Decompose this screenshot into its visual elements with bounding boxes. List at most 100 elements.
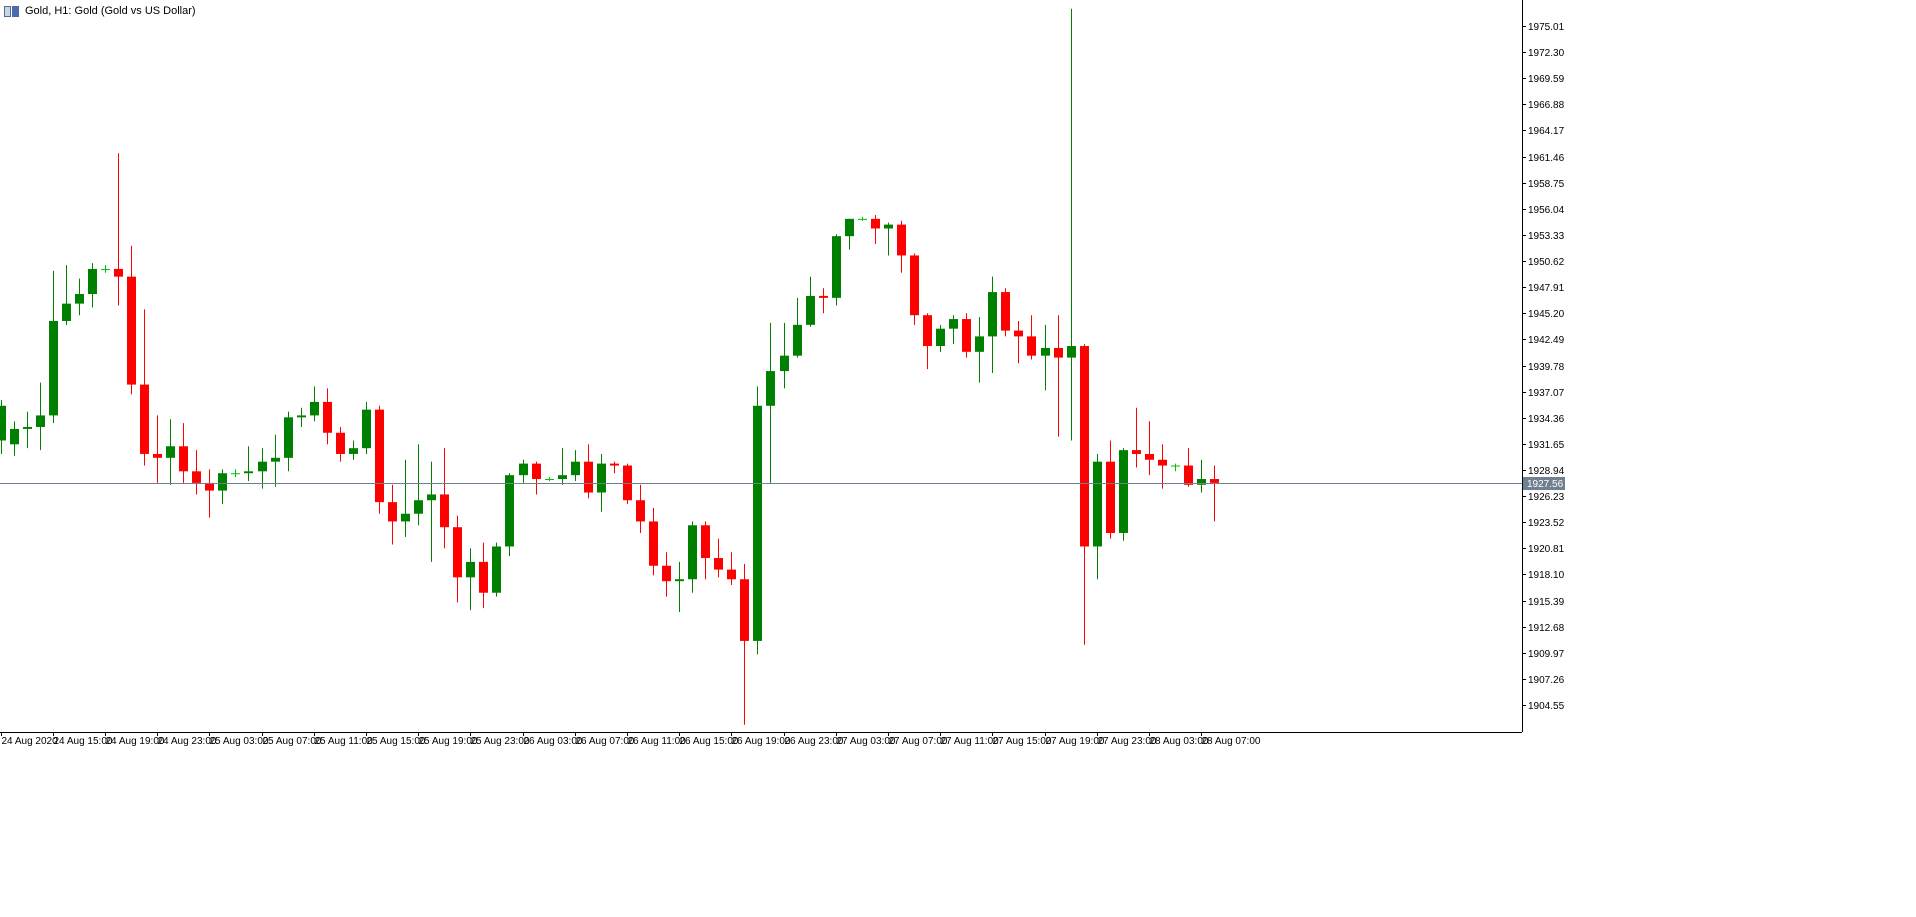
candle[interactable] xyxy=(688,521,697,593)
candle[interactable] xyxy=(597,453,606,512)
candle-body xyxy=(688,525,697,580)
candle[interactable] xyxy=(362,401,371,454)
candle[interactable] xyxy=(0,399,6,454)
candle[interactable] xyxy=(166,419,175,485)
candle[interactable] xyxy=(427,461,436,562)
current-price-tag-bg xyxy=(1523,477,1565,490)
candle[interactable] xyxy=(414,444,423,526)
candle[interactable] xyxy=(832,234,841,306)
candle[interactable] xyxy=(1171,463,1180,472)
candle[interactable] xyxy=(780,322,789,389)
candle[interactable] xyxy=(845,218,854,250)
candle[interactable] xyxy=(714,538,723,578)
candle[interactable] xyxy=(936,324,945,352)
candle[interactable] xyxy=(10,421,19,456)
candle[interactable] xyxy=(101,265,110,273)
candle[interactable] xyxy=(231,469,240,478)
candle[interactable] xyxy=(1067,8,1076,441)
candle-body xyxy=(310,401,319,416)
candle[interactable] xyxy=(49,270,58,424)
candle[interactable] xyxy=(153,415,162,483)
candle[interactable] xyxy=(336,426,345,462)
candle[interactable] xyxy=(440,448,449,549)
candle[interactable] xyxy=(1145,421,1154,476)
candle[interactable] xyxy=(505,473,514,557)
candle[interactable] xyxy=(401,459,410,537)
candle[interactable] xyxy=(558,448,567,485)
candle[interactable] xyxy=(205,469,214,518)
candle[interactable] xyxy=(858,216,867,221)
candle[interactable] xyxy=(1197,459,1206,493)
candle[interactable] xyxy=(466,548,475,611)
candle[interactable] xyxy=(884,222,893,256)
candle[interactable] xyxy=(479,542,488,609)
candle[interactable] xyxy=(949,315,958,345)
candle[interactable] xyxy=(701,521,710,580)
candle[interactable] xyxy=(806,276,815,327)
candle[interactable] xyxy=(1027,315,1036,360)
candle[interactable] xyxy=(388,484,397,545)
candle[interactable] xyxy=(1014,320,1023,364)
candle[interactable] xyxy=(545,477,554,481)
candle[interactable] xyxy=(244,446,253,481)
candle[interactable] xyxy=(75,278,84,316)
candle[interactable] xyxy=(1001,288,1010,337)
candle[interactable] xyxy=(519,459,528,483)
candle[interactable] xyxy=(1132,407,1141,468)
candle[interactable] xyxy=(297,407,306,427)
candle[interactable] xyxy=(1080,344,1089,645)
candle[interactable] xyxy=(127,245,136,395)
candle[interactable] xyxy=(727,552,736,586)
candle[interactable] xyxy=(192,450,201,495)
candle[interactable] xyxy=(923,313,932,370)
candle[interactable] xyxy=(218,469,227,505)
candle[interactable] xyxy=(532,461,541,495)
candle[interactable] xyxy=(323,388,332,445)
candle[interactable] xyxy=(897,220,906,273)
candle[interactable] xyxy=(453,515,462,603)
candle[interactable] xyxy=(1184,448,1193,487)
candle[interactable] xyxy=(975,317,984,383)
candle[interactable] xyxy=(23,411,32,449)
candle[interactable] xyxy=(1158,444,1167,489)
candle[interactable] xyxy=(140,309,149,466)
candle[interactable] xyxy=(793,297,802,358)
candle[interactable] xyxy=(649,507,658,576)
candle[interactable] xyxy=(114,153,123,306)
candle[interactable] xyxy=(492,542,501,597)
candle[interactable] xyxy=(766,322,775,483)
candle[interactable] xyxy=(962,313,971,358)
candle[interactable] xyxy=(988,276,997,374)
candle[interactable] xyxy=(675,561,684,613)
candle[interactable] xyxy=(271,434,280,487)
candle[interactable] xyxy=(258,448,267,489)
candle[interactable] xyxy=(1210,465,1219,522)
candle[interactable] xyxy=(1093,453,1102,580)
candle[interactable] xyxy=(1041,324,1050,391)
candle[interactable] xyxy=(310,386,319,422)
candle[interactable] xyxy=(1106,440,1115,539)
candle[interactable] xyxy=(179,423,188,483)
candle[interactable] xyxy=(662,552,671,597)
candle[interactable] xyxy=(36,382,45,451)
candle[interactable] xyxy=(610,461,619,474)
chart-window-icon[interactable] xyxy=(4,5,19,17)
candle[interactable] xyxy=(584,444,593,499)
candle[interactable] xyxy=(753,386,762,655)
candle[interactable] xyxy=(1119,448,1128,541)
candle[interactable] xyxy=(88,263,97,308)
candle[interactable] xyxy=(819,288,828,314)
candle[interactable] xyxy=(571,450,580,481)
candle[interactable] xyxy=(349,440,358,460)
candle[interactable] xyxy=(910,253,919,325)
candle[interactable] xyxy=(375,405,384,514)
candle[interactable] xyxy=(1054,315,1063,437)
candle[interactable] xyxy=(740,563,749,725)
candle[interactable] xyxy=(871,214,880,244)
candle[interactable] xyxy=(636,484,645,533)
candle[interactable] xyxy=(62,265,71,325)
candle[interactable] xyxy=(284,411,293,472)
